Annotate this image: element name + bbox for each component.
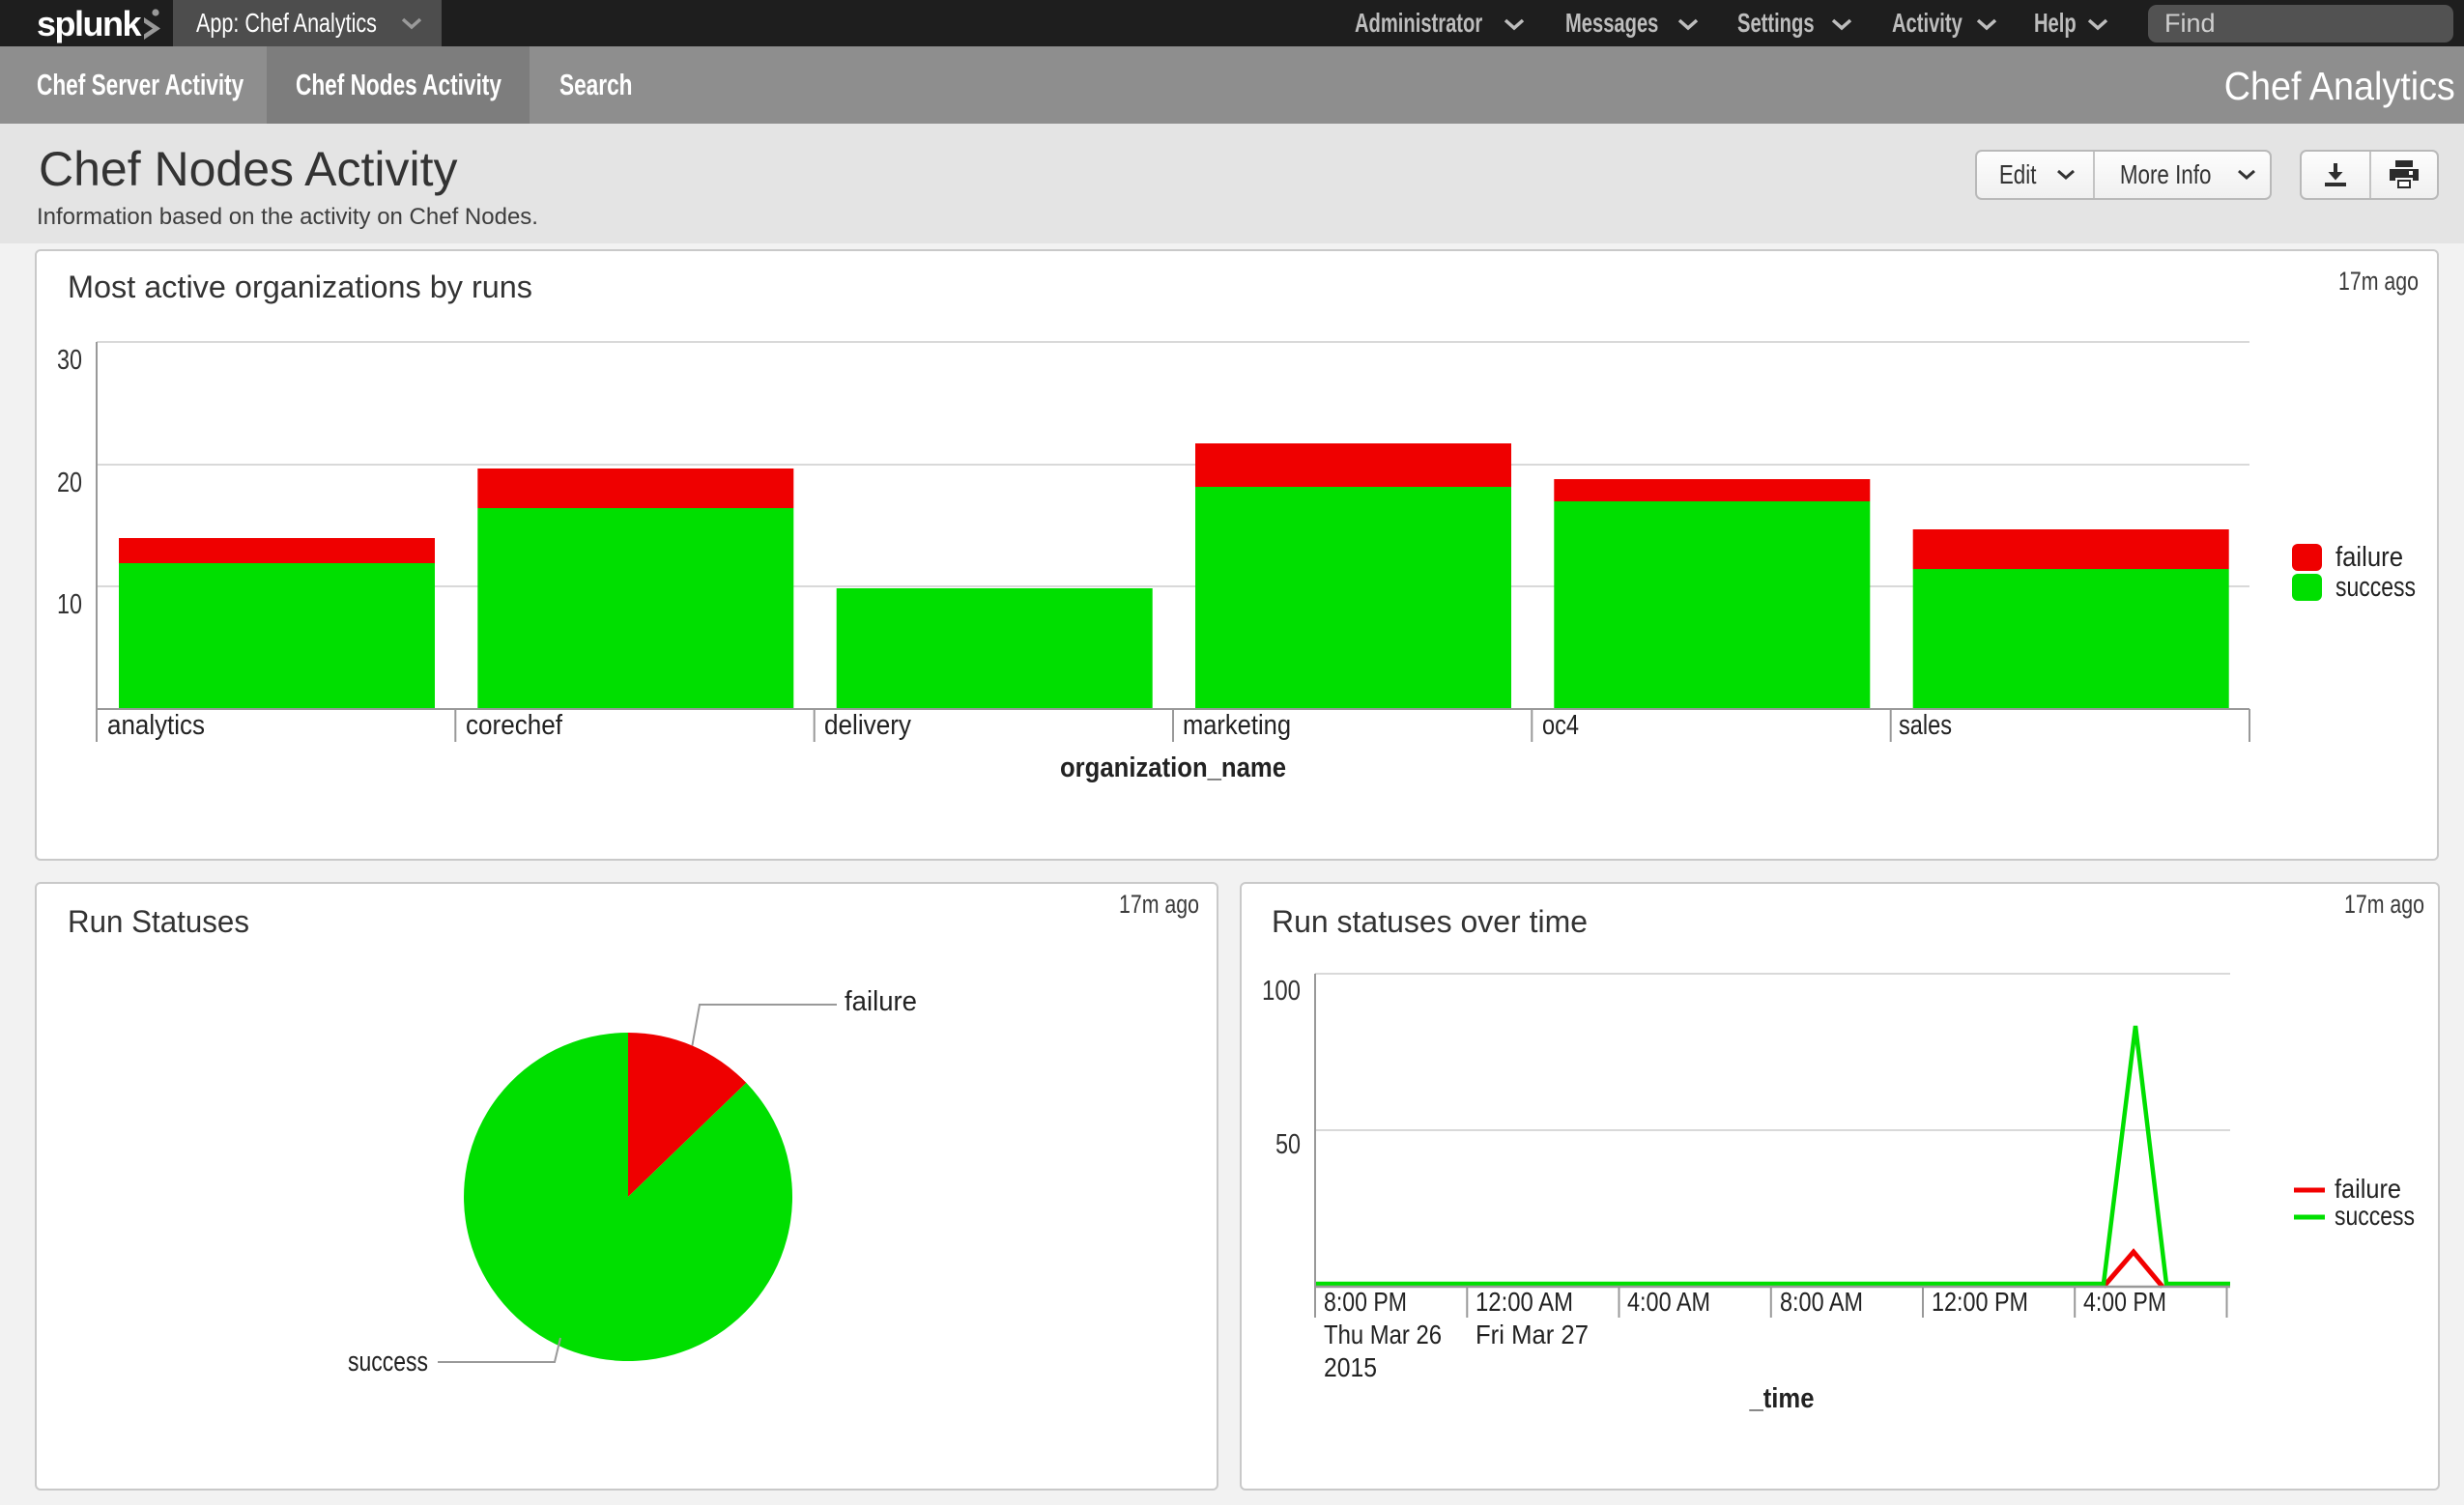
svg-text:analytics: analytics bbox=[107, 710, 205, 741]
svg-text:50: 50 bbox=[1275, 1129, 1301, 1160]
svg-text:8:00 AM: 8:00 AM bbox=[1780, 1287, 1863, 1317]
svg-text:8:00 PM: 8:00 PM bbox=[1324, 1287, 1407, 1317]
svg-text:17m ago: 17m ago bbox=[2338, 267, 2419, 296]
svg-text:30: 30 bbox=[57, 345, 82, 376]
svg-text:success: success bbox=[348, 1347, 428, 1377]
svg-text:Run statuses over time: Run statuses over time bbox=[1272, 904, 1588, 939]
svg-text:success: success bbox=[2335, 1201, 2415, 1231]
svg-text:17m ago: 17m ago bbox=[1119, 890, 1199, 919]
svg-text:4:00 PM: 4:00 PM bbox=[2083, 1287, 2166, 1317]
svg-text:organization_name: organization_name bbox=[1060, 752, 1286, 783]
svg-text:Most active organizations by r: Most active organizations by runs bbox=[68, 270, 532, 304]
svg-text:10: 10 bbox=[57, 589, 82, 620]
svg-text:12:00 AM: 12:00 AM bbox=[1476, 1287, 1573, 1317]
svg-text:Thu Mar 26: Thu Mar 26 bbox=[1324, 1320, 1442, 1349]
svg-text:20: 20 bbox=[57, 468, 82, 498]
svg-text:Fri Mar 27: Fri Mar 27 bbox=[1476, 1320, 1589, 1349]
svg-text:Run Statuses: Run Statuses bbox=[68, 904, 249, 939]
svg-text:corechef: corechef bbox=[466, 710, 563, 741]
svg-text:oc4: oc4 bbox=[1542, 710, 1579, 741]
svg-text:12:00 PM: 12:00 PM bbox=[1932, 1287, 2028, 1317]
svg-text:failure: failure bbox=[2335, 542, 2403, 573]
svg-text:_time: _time bbox=[1749, 1383, 1815, 1414]
svg-text:17m ago: 17m ago bbox=[2344, 890, 2424, 919]
svg-text:success: success bbox=[2335, 572, 2416, 603]
svg-text:100: 100 bbox=[1262, 976, 1301, 1007]
svg-text:failure: failure bbox=[2335, 1174, 2401, 1204]
svg-text:4:00 AM: 4:00 AM bbox=[1627, 1287, 1710, 1317]
svg-text:delivery: delivery bbox=[824, 710, 911, 741]
svg-text:failure: failure bbox=[845, 986, 917, 1017]
svg-text:2015: 2015 bbox=[1324, 1352, 1377, 1382]
svg-text:sales: sales bbox=[1899, 710, 1952, 741]
svg-text:marketing: marketing bbox=[1183, 710, 1291, 741]
